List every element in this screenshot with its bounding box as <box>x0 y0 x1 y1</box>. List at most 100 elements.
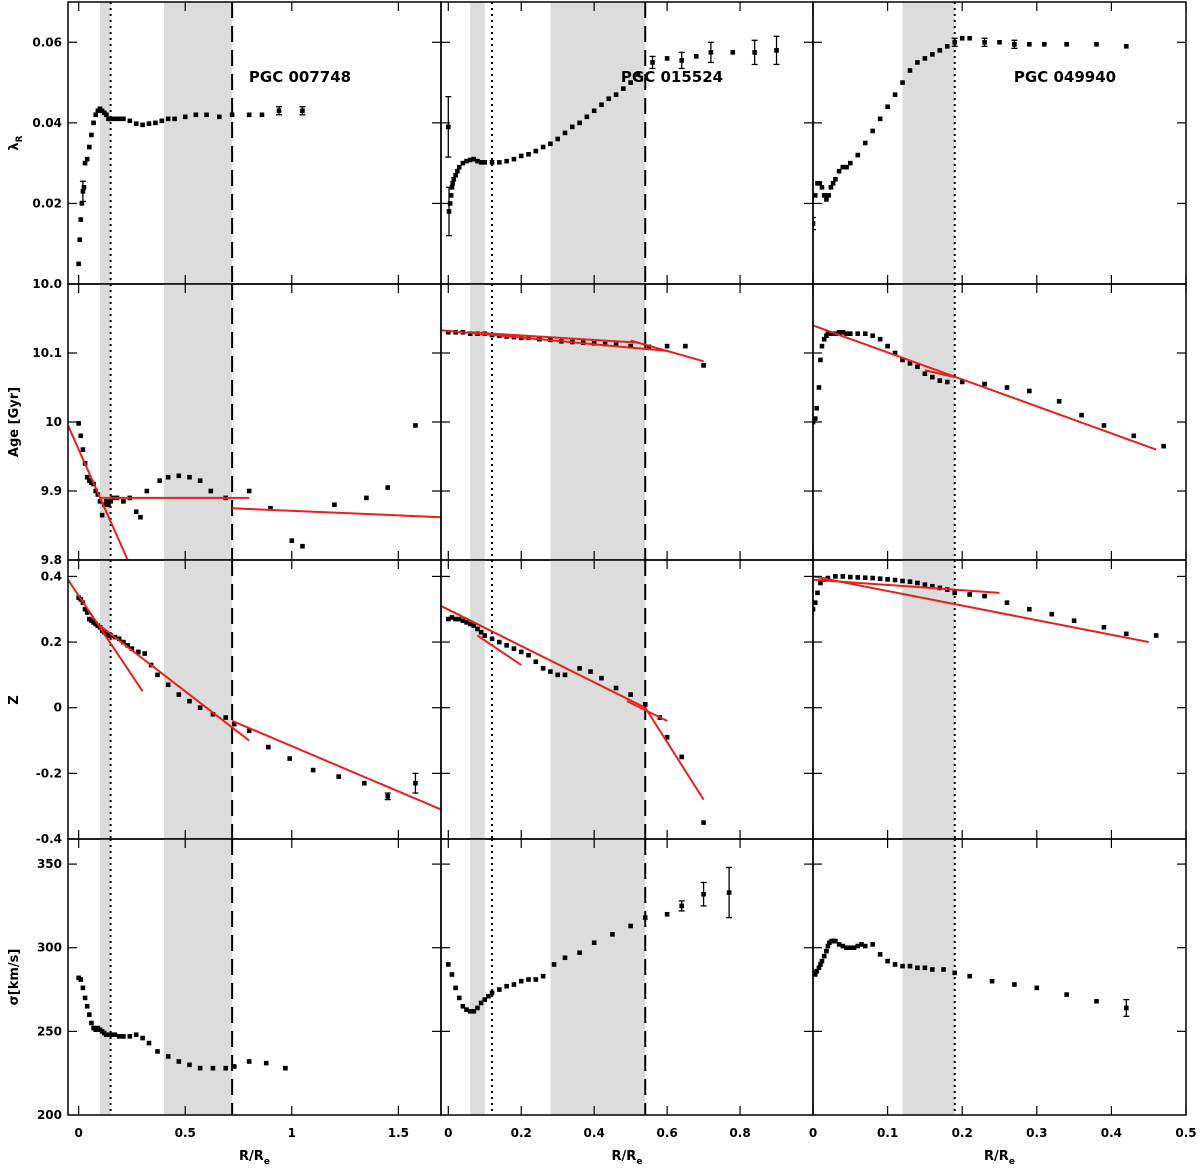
data-point-6 <box>89 1020 94 1026</box>
data-point-15 <box>900 578 905 584</box>
data-point-36 <box>628 80 633 85</box>
data-point-24 <box>701 363 706 368</box>
y-tick-label-0-1: 0.04 <box>32 116 62 130</box>
data-point-11 <box>870 575 875 581</box>
data-point-25 <box>930 52 935 57</box>
data-point-34 <box>287 756 292 761</box>
data-point-8 <box>828 185 834 190</box>
data-point-30 <box>182 114 188 120</box>
panel-content <box>813 839 1130 1115</box>
shaded-region-0 <box>470 2 485 284</box>
data-point-18 <box>540 666 546 671</box>
data-point-28 <box>679 903 685 909</box>
data-point-9 <box>830 180 836 186</box>
y-axis-title-2: Z <box>7 695 22 704</box>
data-point-11 <box>486 993 491 999</box>
data-point-2 <box>80 447 86 452</box>
data-point-4 <box>818 357 823 363</box>
x-axis-title-0: R/Re <box>239 1149 270 1167</box>
data-point-17 <box>870 128 875 134</box>
panel-1-3 <box>440 838 814 1116</box>
data-point-8 <box>825 943 831 949</box>
data-point-25 <box>187 1062 192 1068</box>
x-axis-title-2: R/Re <box>984 1149 1015 1167</box>
y-tick-label-1-2: 10.1 <box>32 346 62 360</box>
data-point-22 <box>526 151 531 157</box>
data-point-23 <box>967 592 972 597</box>
data-point-10 <box>833 176 838 182</box>
data-point-6 <box>821 953 827 959</box>
panel-frame <box>67 838 442 1116</box>
data-point-0 <box>76 421 81 426</box>
y-tick-label-3-2: 350 <box>37 857 62 871</box>
shaded-region-1 <box>550 839 646 1115</box>
data-point-27 <box>197 478 203 483</box>
data-point-8 <box>87 144 92 150</box>
panel-0-3 <box>67 838 442 1116</box>
data-point-14 <box>475 158 480 164</box>
shaded-region-0 <box>99 839 111 1115</box>
fit-line-3 <box>626 700 668 722</box>
data-point-14 <box>504 983 509 989</box>
x-tick-label-2-4: 0.4 <box>1101 1126 1122 1140</box>
data-point-9 <box>829 331 834 336</box>
panel-frame <box>812 838 1187 1116</box>
data-point-20 <box>862 943 868 949</box>
data-point-23 <box>157 478 162 483</box>
data-point-27 <box>210 1065 216 1071</box>
data-point-10 <box>482 997 488 1002</box>
data-point-32 <box>1056 399 1062 404</box>
data-point-26 <box>937 378 943 383</box>
fit-line-2 <box>644 707 705 801</box>
data-point-18 <box>108 116 113 122</box>
data-point-2 <box>453 985 458 991</box>
x-tick-label-2-2: 0.2 <box>952 1126 973 1140</box>
data-point-30 <box>246 1059 252 1064</box>
data-point-18 <box>602 341 608 347</box>
data-point-38 <box>650 60 655 65</box>
data-point-24 <box>155 672 160 678</box>
data-point-27 <box>944 379 950 385</box>
data-point-2 <box>447 201 453 206</box>
y-tick-label-bottom-0: 10.0 <box>32 277 62 291</box>
fit-line-1 <box>99 624 250 742</box>
data-point-5 <box>825 575 831 581</box>
data-point-35 <box>1131 433 1137 439</box>
data-point-9 <box>478 1000 484 1006</box>
data-point-23 <box>915 364 920 370</box>
data-point-18 <box>855 943 861 949</box>
data-point-4 <box>84 474 90 480</box>
data-point-13 <box>836 942 842 947</box>
data-point-23 <box>588 669 593 674</box>
data-point-27 <box>187 698 192 704</box>
data-point-14 <box>108 1032 113 1038</box>
y-axis-title-0: λR <box>7 135 25 150</box>
data-point-20 <box>628 343 633 349</box>
data-point-15 <box>855 331 861 336</box>
data-point-19 <box>613 342 619 348</box>
data-point-26 <box>176 692 182 697</box>
data-point-29 <box>930 967 935 972</box>
y-tick-label-3-0: 250 <box>37 1024 62 1038</box>
data-point-0 <box>445 616 451 622</box>
data-point-31 <box>193 112 199 118</box>
data-point-28 <box>569 124 575 130</box>
fit-line-0 <box>813 575 1149 644</box>
data-point-32 <box>967 973 972 979</box>
data-point-27 <box>1049 611 1055 617</box>
data-point-40 <box>679 58 685 63</box>
data-point-14 <box>892 577 898 583</box>
panel-frame <box>812 283 1187 561</box>
fit-line-1 <box>924 369 955 379</box>
data-point-17 <box>121 1034 126 1039</box>
fit-line-2 <box>232 507 441 519</box>
x-tick-label-0-2: 1 <box>288 1126 296 1140</box>
data-point-24 <box>599 675 604 681</box>
data-point-25 <box>146 121 152 126</box>
data-point-29 <box>231 1064 237 1069</box>
y-axis-title-3: σ[km/s] <box>7 949 22 1006</box>
data-point-23 <box>591 940 597 946</box>
data-point-2 <box>814 968 820 974</box>
data-point-29 <box>172 116 177 122</box>
data-point-13 <box>104 499 109 504</box>
